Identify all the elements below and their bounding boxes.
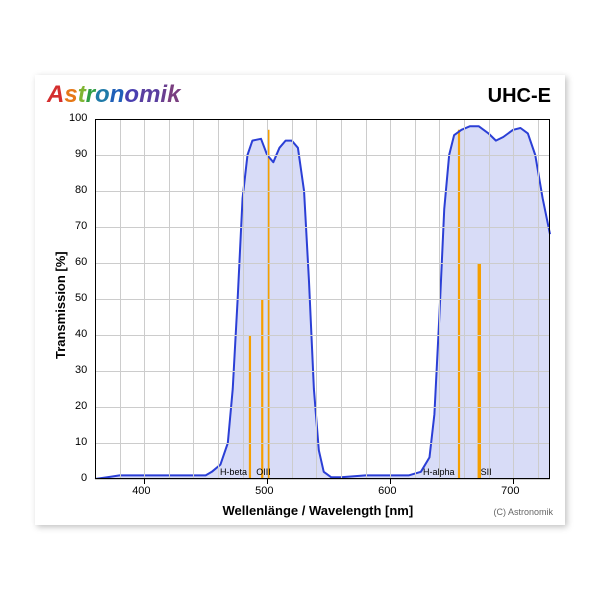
gridline-v [316,119,317,479]
chart-title: UHC-E [488,85,551,108]
gridline-v [513,119,514,479]
chart-frame: Astronomik UHC-E 01020304050607080901004… [35,75,565,525]
gridline-h [95,335,550,336]
gridline-v [439,119,440,479]
gridline-v [538,119,539,479]
brand-logo: Astronomik [47,81,180,109]
gridline-v [292,119,293,479]
x-tick [267,479,268,484]
y-tick-label: 80 [75,184,89,196]
y-tick-label: 0 [81,472,89,484]
y-tick-label: 50 [75,292,89,304]
copyright-text: (C) Astronomik [493,507,553,517]
gridline-h [95,191,550,192]
gridline-v [267,119,268,479]
y-axis-title: Transmission [%] [53,251,68,359]
x-tick [144,479,145,484]
gridline-v [390,119,391,479]
y-tick-label: 90 [75,148,89,160]
gridline-h [95,227,550,228]
axis-border [95,119,550,120]
gridline-v [243,119,244,479]
x-tick [390,479,391,484]
axis-border [95,478,550,479]
gridline-v [464,119,465,479]
y-tick-label: 30 [75,364,89,376]
gridline-v [144,119,145,479]
axis-border [549,119,550,479]
gridline-h [95,263,550,264]
y-tick-label: 40 [75,328,89,340]
emission-label: H-alpha [423,467,455,477]
y-tick-label: 20 [75,400,89,412]
gridline-h [95,443,550,444]
gridline-h [95,155,550,156]
x-tick-label: 700 [501,485,519,497]
gridline-h [95,299,550,300]
gridline-v [341,119,342,479]
x-tick-label: 600 [378,485,396,497]
gridline-v [169,119,170,479]
gridline-h [95,479,550,480]
plot-area: 0102030405060708090100400500600700H-beta… [95,119,550,479]
gridline-v [120,119,121,479]
y-tick-label: 100 [69,112,89,124]
x-tick-label: 400 [132,485,150,497]
gridline-h [95,371,550,372]
x-tick [513,479,514,484]
x-tick-label: 500 [255,485,273,497]
axis-border [95,119,96,479]
gridline-v [218,119,219,479]
y-tick-label: 60 [75,256,89,268]
emission-label: OIII [256,467,271,477]
gridline-h [95,407,550,408]
y-tick-label: 10 [75,436,89,448]
gridline-v [366,119,367,479]
gridline-v [415,119,416,479]
y-tick-label: 70 [75,220,89,232]
gridline-v [193,119,194,479]
x-axis-title: Wellenlänge / Wavelength [nm] [223,503,414,518]
emission-label: SII [481,467,492,477]
emission-label: H-beta [220,467,247,477]
gridline-v [489,119,490,479]
